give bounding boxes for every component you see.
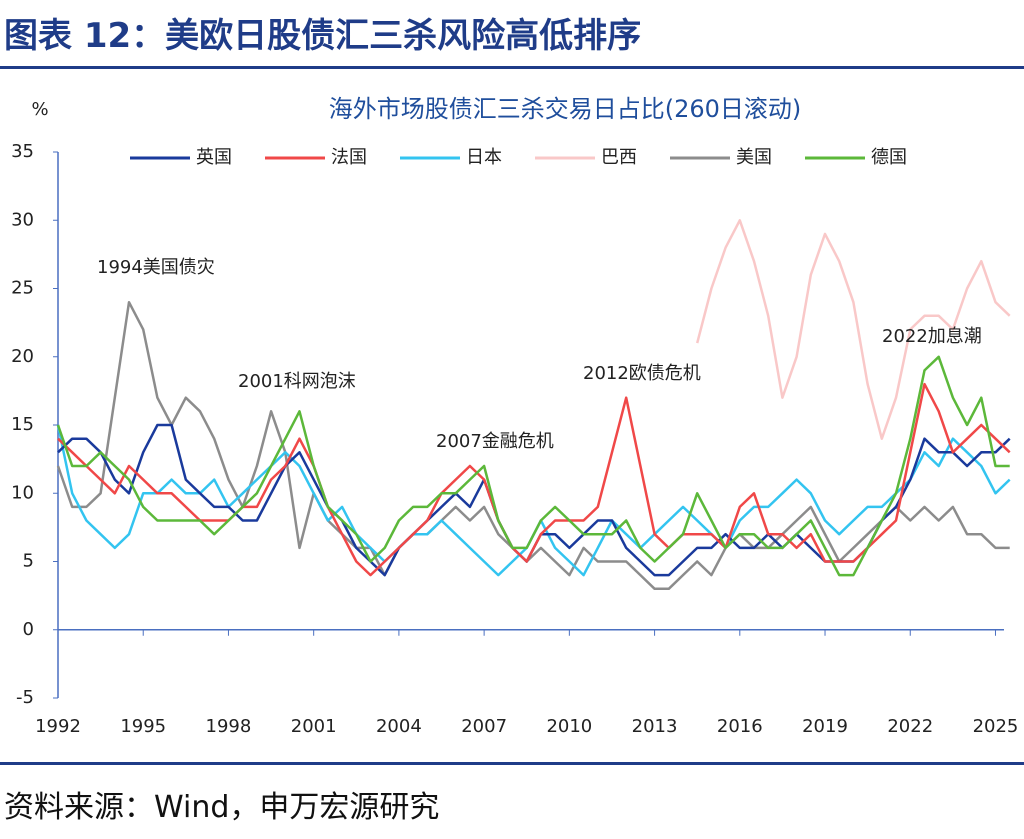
y-tick-label: 20	[11, 346, 34, 367]
y-tick-label: 35	[11, 141, 34, 162]
x-tick-label: 2016	[717, 716, 763, 737]
x-tick-label: 2004	[376, 716, 422, 737]
legend-label: 德国	[871, 147, 907, 168]
x-tick-label: 2010	[546, 716, 592, 737]
y-tick-label: 30	[11, 209, 34, 230]
y-tick-label: 0	[23, 619, 34, 640]
x-tick-label: 2022	[887, 716, 933, 737]
legend-label: 法国	[331, 147, 367, 168]
chart-title: 海外市场股债汇三杀交易日占比(260日滚动)	[329, 95, 802, 123]
chart: 海外市场股债汇三杀交易日占比(260日滚动) % -50510152025303…	[11, 95, 1019, 737]
y-tick-label: 10	[11, 482, 34, 503]
x-tick-label: 2019	[802, 716, 848, 737]
x-tick-label: 2001	[291, 716, 337, 737]
annotation: 2001科网泡沫	[238, 371, 356, 392]
source-note: 资料来源：Wind，申万宏源研究	[4, 790, 440, 825]
series-line	[56, 300, 1010, 591]
annotation: 2012欧债危机	[583, 363, 701, 384]
x-tick-label: 1995	[120, 716, 166, 737]
annotation: 2022加息潮	[882, 326, 982, 347]
y-axis-label: %	[31, 99, 48, 120]
series-line	[57, 382, 1011, 577]
annotation: 1994美国债灾	[97, 257, 215, 278]
x-tick-label: 1992	[35, 716, 81, 737]
x-tick-label: 1998	[206, 716, 252, 737]
y-tick-label: 25	[11, 278, 34, 299]
y-tick-label: 15	[11, 414, 34, 435]
annotation: 2007金融危机	[436, 431, 554, 452]
y-tick-label: -5	[16, 687, 34, 708]
series-line	[56, 355, 1010, 577]
x-tick-label: 2013	[632, 716, 678, 737]
rule	[0, 66, 1024, 69]
legend-label: 美国	[736, 147, 772, 168]
legend-label: 日本	[466, 147, 502, 168]
rule	[0, 762, 1024, 765]
legend-label: 英国	[196, 147, 232, 168]
x-tick-label: 2025	[973, 716, 1019, 737]
x-tick-label: 2007	[461, 716, 507, 737]
series-line	[695, 219, 1011, 440]
figure-title: 图表 12：美欧日股债汇三杀风险高低排序	[4, 16, 642, 56]
y-tick-label: 5	[23, 551, 34, 572]
legend-label: 巴西	[601, 147, 637, 168]
